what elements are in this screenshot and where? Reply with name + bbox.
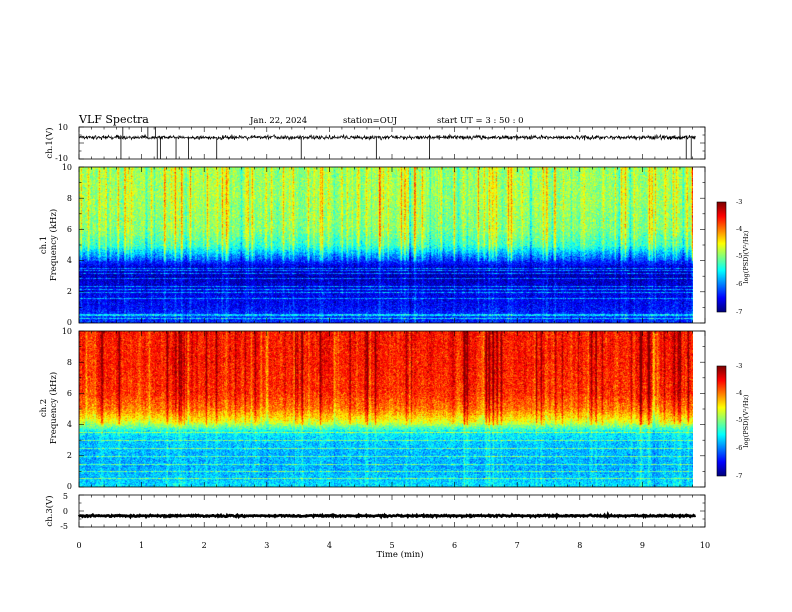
ch1-cb-tick-m7: -7 bbox=[736, 308, 742, 316]
ch1-cb-tick-m5: -5 bbox=[736, 252, 742, 260]
ch2-spec-ytick-6: 6 bbox=[67, 389, 72, 398]
x-tick-label: 0 bbox=[76, 541, 81, 550]
ch3-waveform-trace bbox=[77, 511, 697, 520]
ch2-colorbar bbox=[717, 366, 726, 476]
x-tick-label: 1 bbox=[139, 541, 144, 550]
figure-title: VLF Spectra bbox=[78, 113, 149, 126]
ch3-waveform-ticks bbox=[78, 494, 706, 528]
ch1-ytick-bottom: -10 bbox=[55, 154, 68, 163]
ch1-spectrogram-panel: ch.1 Frequency (kHz) 0 2 4 6 8 10 -3 -4 … bbox=[39, 163, 750, 327]
ch1-waveform-line bbox=[78, 133, 696, 142]
ch1-cb-tick-m3: -3 bbox=[736, 198, 742, 206]
ch3-waveform-panel: ch.3(V) 5 0 -5 bbox=[44, 492, 706, 531]
ch2-cb-tick-m7: -7 bbox=[736, 472, 742, 480]
ch1-waveform-ticks bbox=[78, 126, 706, 160]
ch2-spec-ylabel-frequency: Frequency (kHz) bbox=[48, 372, 59, 444]
ch3-waveform-ylabel: ch.3(V) bbox=[44, 495, 55, 526]
ch2-spec-ylabel-channel: ch.2 bbox=[39, 399, 49, 417]
ch1-spec-ytick-6: 6 bbox=[67, 225, 72, 234]
ch2-spec-ytick-4: 4 bbox=[67, 420, 72, 429]
x-tick-label: 5 bbox=[389, 541, 394, 550]
ch3-ytick-bottom: -5 bbox=[60, 522, 68, 531]
x-tick-label: 9 bbox=[640, 541, 645, 550]
x-tick-label: 2 bbox=[202, 541, 207, 550]
ch1-waveform-ylabel: ch.1(V) bbox=[44, 127, 55, 158]
ch1-waveform-trace bbox=[78, 127, 696, 159]
ch2-spectrogram-ticks bbox=[78, 330, 706, 488]
x-axis-title: Time (min) bbox=[376, 549, 423, 560]
ch2-cb-tick-m6: -6 bbox=[736, 444, 742, 452]
ch1-waveform-panel: ch.1(V) 10 -10 bbox=[44, 123, 706, 163]
ch1-spec-ylabel-channel: ch.1 bbox=[39, 236, 49, 254]
x-tick-label: 6 bbox=[452, 541, 457, 550]
ch3-waveform-line bbox=[77, 511, 697, 520]
ch1-spec-ytick-4: 4 bbox=[67, 256, 72, 265]
ch1-ytick-top: 10 bbox=[58, 123, 68, 132]
ch2-spectrogram-panel: ch.2 Frequency (kHz) 0 2 4 6 8 10 -3 -4 … bbox=[39, 327, 750, 491]
x-tick-label: 10 bbox=[700, 541, 710, 550]
ch2-cb-tick-m4: -4 bbox=[736, 389, 742, 397]
ch2-spec-ytick-2: 2 bbox=[67, 451, 72, 460]
ch2-cb-tick-m5: -5 bbox=[736, 416, 742, 424]
x-axis-tick-labels: 0 1 2 3 4 5 6 7 8 9 10 bbox=[76, 541, 710, 550]
ch1-cb-tick-m4: -4 bbox=[736, 225, 742, 233]
ch1-spec-ytick-10: 10 bbox=[62, 163, 72, 172]
start-time-label: start UT = 3 : 50 : 0 bbox=[437, 116, 524, 126]
ch1-spec-ytick-2: 2 bbox=[67, 287, 72, 296]
ch1-spectrogram-ticks bbox=[78, 166, 706, 324]
ch3-ytick-top: 5 bbox=[63, 492, 68, 501]
ch2-cb-tick-m3: -3 bbox=[736, 362, 742, 370]
ch2-colorbar-label: log(PSD)(V²/Hz) bbox=[742, 394, 750, 447]
x-tick-label: 7 bbox=[515, 541, 520, 550]
ch1-colorbar bbox=[717, 202, 726, 312]
station-label: station=OUJ bbox=[343, 116, 398, 126]
ch2-spec-ytick-8: 8 bbox=[67, 358, 72, 367]
ch1-spec-ytick-8: 8 bbox=[67, 194, 72, 203]
ch1-cb-tick-m6: -6 bbox=[736, 280, 742, 288]
ch2-spec-ytick-0: 0 bbox=[67, 482, 72, 491]
x-tick-label: 8 bbox=[577, 541, 582, 550]
ch1-colorbar-label: log(PSD)(V²/Hz) bbox=[742, 230, 750, 283]
date-label: Jan. 22, 2024 bbox=[249, 116, 307, 126]
ch2-spec-ytick-10: 10 bbox=[62, 327, 72, 336]
ch3-ytick-mid: 0 bbox=[63, 507, 68, 516]
ch1-spectrogram-image bbox=[79, 167, 693, 323]
ch2-spectrogram-image bbox=[79, 331, 693, 487]
x-tick-label: 4 bbox=[327, 541, 332, 550]
ch1-spec-ytick-0: 0 bbox=[67, 318, 72, 327]
x-tick-label: 3 bbox=[264, 541, 269, 550]
ch1-spec-ylabel-frequency: Frequency (kHz) bbox=[48, 209, 59, 281]
